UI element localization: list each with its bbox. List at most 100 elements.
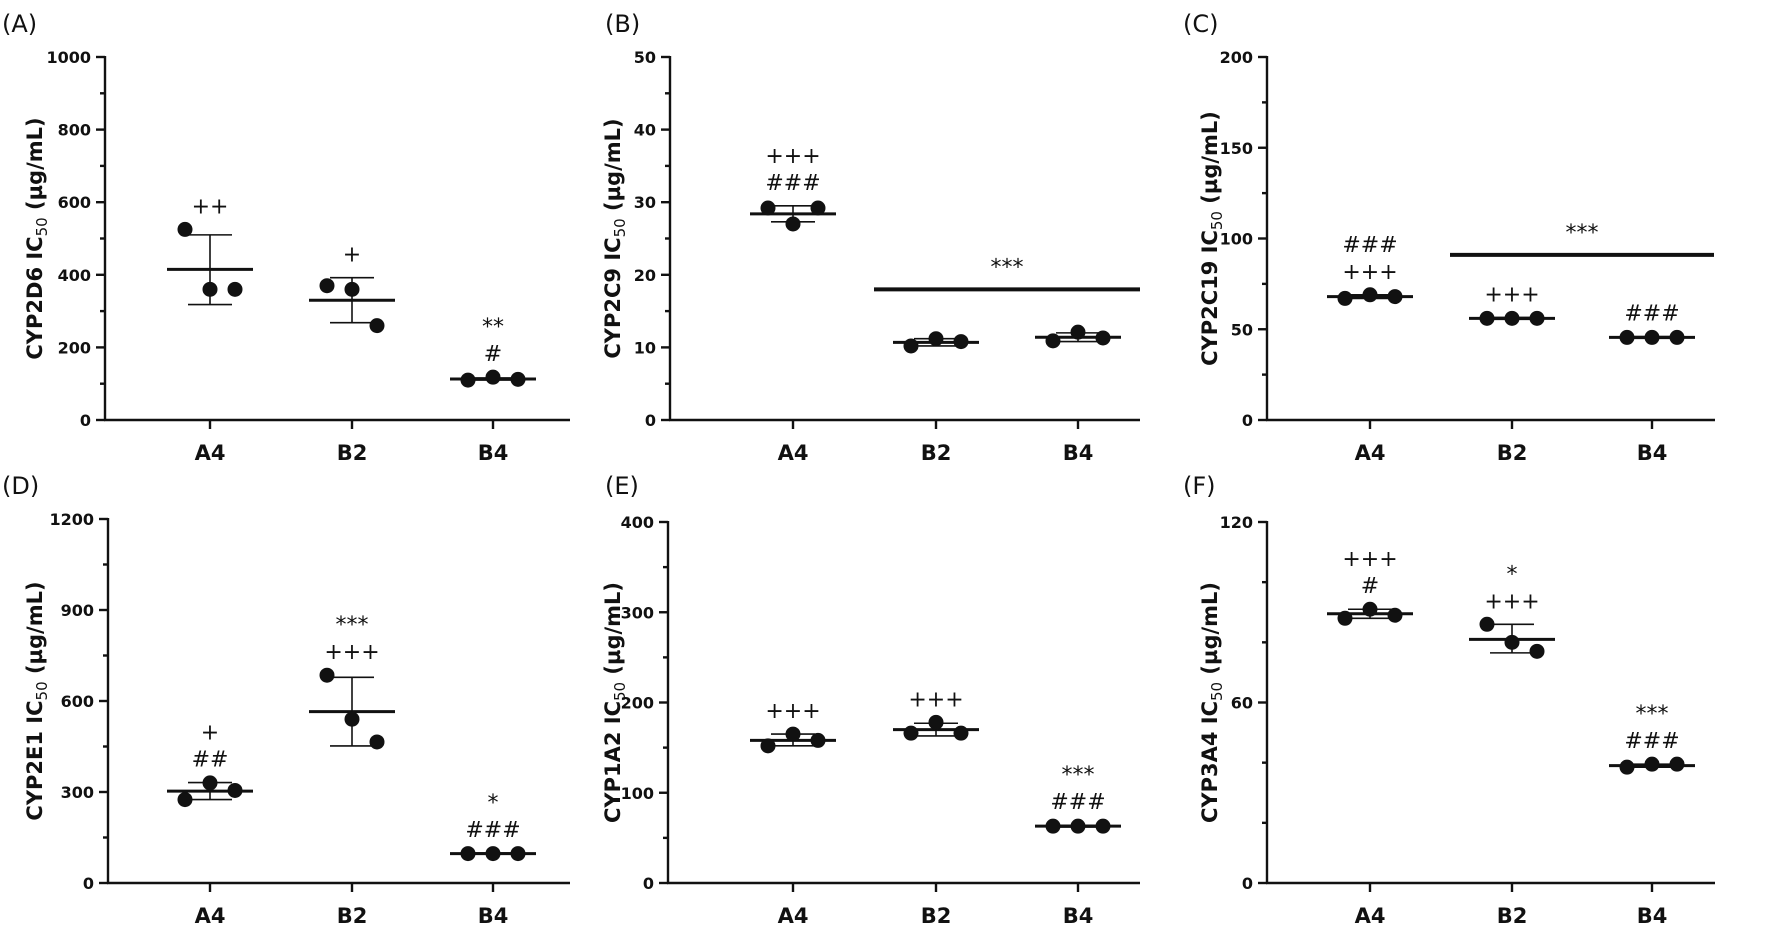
data-point <box>1479 310 1495 326</box>
data-point <box>510 846 526 862</box>
y-tick-label: 0 <box>80 411 91 430</box>
y-axis-title-unit: (µg/mL) <box>23 117 47 217</box>
data-point <box>1070 324 1086 340</box>
y-axis-title-unit: (µg/mL) <box>1198 582 1222 682</box>
data-point <box>485 369 501 385</box>
significance-label: +++ <box>908 687 963 712</box>
significance-label: * <box>488 791 499 816</box>
y-tick-label: 0 <box>1242 411 1253 430</box>
x-tick-label-a4: A4 <box>778 441 809 465</box>
significance-label: +++ <box>1342 260 1397 285</box>
panel-label: (A) <box>2 10 37 38</box>
significance-label: ### <box>765 171 820 196</box>
y-tick-label: 100 <box>1220 230 1253 249</box>
data-point <box>460 846 476 862</box>
x-tick-label-b2: B2 <box>1497 441 1528 465</box>
x-tick-label-a4: A4 <box>1355 441 1386 465</box>
y-axis-title-unit: (µg/mL) <box>601 118 625 218</box>
data-point <box>227 281 243 297</box>
y-axis-title: CYP2C9 IC50 (µg/mL) <box>601 118 629 358</box>
significance-label: +++ <box>1342 547 1397 572</box>
data-point <box>1479 616 1495 632</box>
data-point <box>1337 290 1353 306</box>
data-point <box>369 318 385 334</box>
data-point <box>177 221 193 237</box>
chart-panel-a: (A) 0 200 400 600 800 1000 A4 B2 B4 CYP2D6 IC50 (µ… <box>2 10 570 465</box>
data-point <box>344 281 360 297</box>
data-point <box>1362 601 1378 617</box>
data-point <box>202 281 218 297</box>
y-axis-title-main: CYP2C9 IC <box>601 237 625 358</box>
data-point <box>760 200 776 216</box>
x-tick-label-a4: A4 <box>1355 904 1386 928</box>
y-tick-label: 150 <box>1220 139 1253 158</box>
data-group-b2: +++ <box>893 687 979 741</box>
significance-label: +++ <box>1484 589 1539 614</box>
x-tick-label-b4: B4 <box>478 441 509 465</box>
data-group-b2: +++ <box>1469 282 1555 326</box>
y-axis-title: CYP3A4 IC50 (µg/mL) <box>1198 582 1226 823</box>
y-tick-label: 50 <box>1231 320 1253 339</box>
data-point <box>1070 818 1086 834</box>
y-axis-title: CYP2D6 IC50 (µg/mL) <box>23 117 51 359</box>
data-group-b2: *+++ <box>1469 562 1555 659</box>
data-group-b2: ***+++ <box>309 613 395 750</box>
data-point <box>1095 330 1111 346</box>
significance-label: *** <box>1062 763 1095 788</box>
data-point <box>928 714 944 730</box>
data-group-b4 <box>1035 324 1121 349</box>
y-axis-title-main: CYP2C19 IC <box>1198 230 1222 366</box>
y-axis-title-main: CYP2D6 IC <box>23 236 47 359</box>
comparison-bar-label: *** <box>991 255 1024 280</box>
significance-label: # <box>484 342 502 367</box>
data-group-b4: *### <box>450 791 536 862</box>
data-point <box>903 338 919 354</box>
significance-label: ++ <box>192 194 229 219</box>
data-group-b4: ***### <box>1609 702 1695 775</box>
data-group-b4: **# <box>450 315 536 388</box>
data-point <box>1669 329 1685 345</box>
y-tick-label: 120 <box>1220 513 1253 532</box>
y-tick-label: 200 <box>58 338 91 357</box>
y-tick-label: 300 <box>621 603 654 622</box>
comparison-bar-label: *** <box>1566 221 1599 246</box>
x-tick-label-b4: B4 <box>1063 441 1094 465</box>
y-axis-title-subscript: 50 <box>611 682 629 701</box>
y-axis-title: CYP1A2 IC50 (µg/mL) <box>601 582 629 823</box>
data-point <box>1045 333 1061 349</box>
y-axis-title: CYP2C19 IC50 (µg/mL) <box>1198 111 1226 366</box>
y-axis-title-subscript: 50 <box>1208 211 1226 230</box>
data-point <box>928 331 944 347</box>
data-point <box>344 711 360 727</box>
data-point <box>1504 634 1520 650</box>
data-point <box>953 725 969 741</box>
data-group-a4: ###+++ <box>1327 233 1413 306</box>
y-tick-label: 50 <box>634 48 656 67</box>
x-tick-label-b4: B4 <box>1637 441 1668 465</box>
y-tick-label: 1200 <box>49 510 94 529</box>
data-point <box>785 216 801 232</box>
significance-label: *** <box>336 613 369 638</box>
data-point <box>1337 610 1353 626</box>
y-axis-title-unit: (µg/mL) <box>601 582 625 682</box>
significance-label: ### <box>1342 233 1397 258</box>
y-axis-title-subscript: 50 <box>33 681 51 700</box>
significance-label: # <box>1361 574 1379 599</box>
data-point <box>1504 310 1520 326</box>
significance-label: ### <box>1050 790 1105 815</box>
y-axis-title-main: CYP2E1 IC <box>23 700 47 820</box>
data-point <box>1529 643 1545 659</box>
y-tick-label: 0 <box>1242 874 1253 893</box>
y-axis-title-subscript: 50 <box>1208 682 1226 701</box>
data-point <box>1619 329 1635 345</box>
x-tick-label-b4: B4 <box>1063 904 1094 928</box>
y-tick-label: 0 <box>645 411 656 430</box>
data-group-b4: ***### <box>1035 763 1121 834</box>
y-tick-label: 100 <box>621 784 654 803</box>
significance-label: ### <box>1624 302 1679 327</box>
y-axis-title-subscript: 50 <box>33 217 51 236</box>
